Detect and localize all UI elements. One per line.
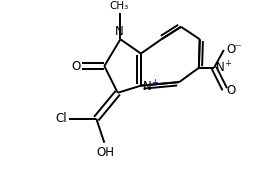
Text: OH: OH	[97, 146, 115, 159]
Text: N: N	[216, 61, 225, 74]
Text: CH₃: CH₃	[110, 1, 129, 11]
Text: O: O	[71, 60, 80, 73]
Text: N: N	[143, 80, 151, 93]
Text: O: O	[227, 84, 236, 97]
Text: O: O	[226, 43, 235, 56]
Text: N: N	[115, 25, 124, 38]
Text: −: −	[234, 41, 242, 51]
Text: +: +	[151, 78, 158, 87]
Text: +: +	[224, 59, 231, 68]
Text: Cl: Cl	[56, 112, 67, 125]
